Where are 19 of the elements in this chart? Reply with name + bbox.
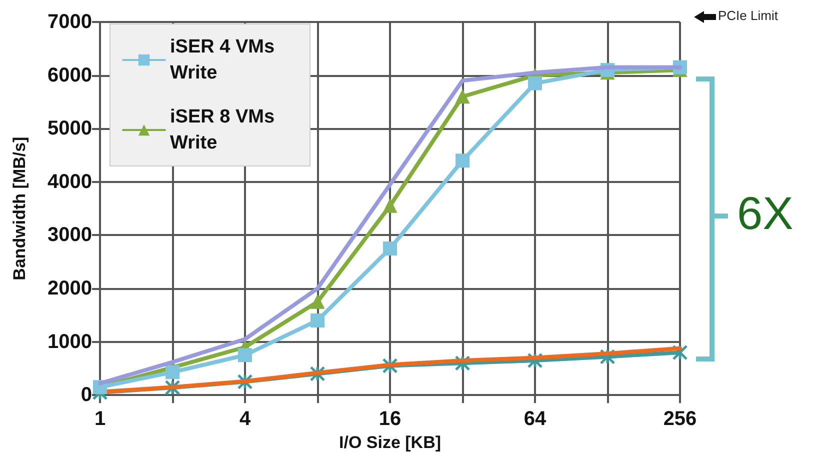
y-tick-label: 7000: [48, 11, 92, 33]
text: 6X: [737, 186, 794, 240]
y-tick-label: 3000: [48, 224, 92, 246]
y-axis-title: Bandwidth [MB/s]: [10, 136, 29, 280]
text: PCIe Limit: [718, 8, 778, 23]
y-tick-label: 0: [80, 384, 92, 406]
x-tick-label: 4: [239, 408, 252, 430]
x-axis-title: I/O Size [KB]: [338, 433, 442, 452]
y-tick-label: 5000: [48, 118, 92, 140]
legend-label: iSER 4 VMs Write: [170, 36, 280, 84]
x-tick-label: 1: [94, 408, 106, 430]
x-tick-label: 256: [663, 408, 697, 430]
x-tick-label: 16: [378, 408, 402, 430]
y-tick-label: 6000: [48, 64, 92, 86]
legend-label: iSER 8 VMs Write: [170, 106, 280, 154]
x-tick-label: 64: [524, 408, 547, 430]
y-tick-label: 4000: [48, 170, 92, 193]
y-tick-label: 2000: [48, 278, 92, 300]
y-tick-label: 1000: [48, 330, 92, 353]
